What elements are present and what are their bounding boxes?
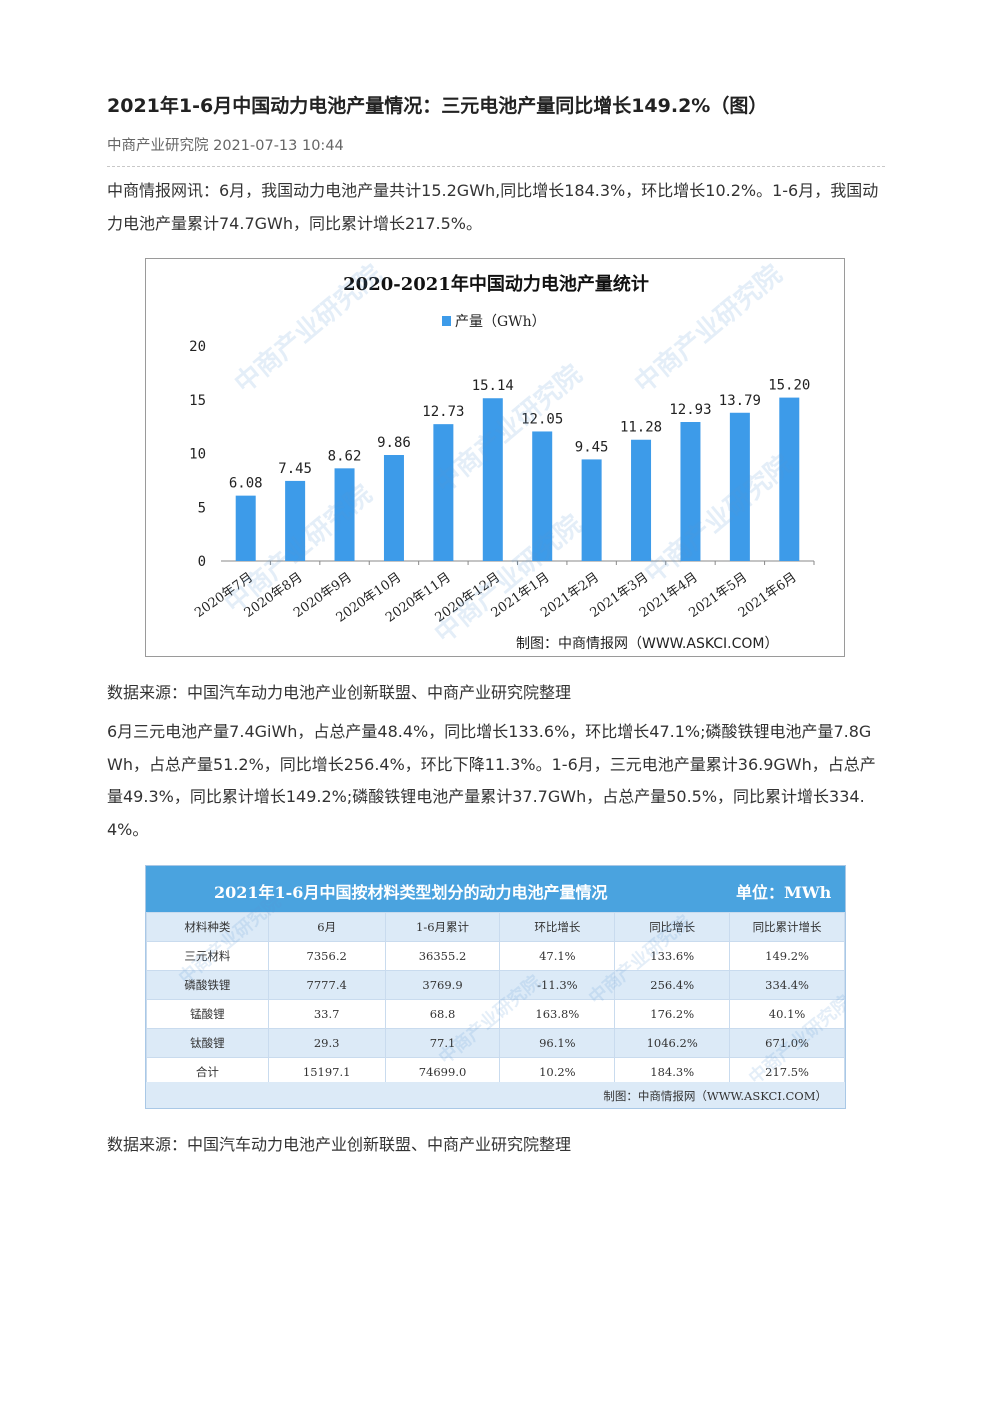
chart-source-note: 数据来源：中国汽车动力电池产业创新联盟、中商产业研究院整理: [107, 683, 572, 702]
chart-title: 2020-2021年中国动力电池产量统计: [343, 273, 649, 295]
chart-bar: [779, 397, 800, 561]
bar-chart: 2020-2021年中国动力电池产量统计 产量（GWh） 0 5 10 15 20 6.0…: [145, 258, 845, 657]
detail-paragraph: 6月三元电池产量7.4GiWh，占总产量48.4%，同比增长133.6%，环比增…: [107, 722, 876, 839]
legend-label: 产量（GWh）: [455, 314, 546, 330]
column-header: 6月: [267, 912, 386, 942]
y-tick-label: 5: [198, 500, 206, 516]
divider: [107, 166, 885, 167]
column-header: 同比累计增长: [729, 912, 845, 942]
table-cell: 47.1%: [499, 941, 616, 971]
column-header: 同比增长: [614, 912, 731, 942]
table-cell: 钛酸锂: [146, 1028, 269, 1058]
legend-swatch: [442, 316, 451, 326]
chart-bar: [631, 439, 652, 561]
data-label: 13.79: [719, 393, 761, 409]
article-meta: 中商产业研究院 2021-07-13 10:44: [107, 138, 344, 154]
table-row: 钛酸锂 29.3 77.1 96.1% 1046.2% 671.0%: [146, 1028, 845, 1058]
table-footer: 制图：中商情报网（WWW.ASKCI.COM）: [146, 1082, 845, 1108]
intro-paragraph: 中商情报网讯：6月，我国动力电池产量共计15.2GWh,同比增长184.3%，环…: [107, 181, 879, 233]
y-tick-label: 15: [189, 393, 206, 409]
bar-chart-svg: 2020-2021年中国动力电池产量统计 产量（GWh） 0 5 10 15 20 6.0…: [189, 273, 815, 652]
column-header: 1-6月累计: [384, 912, 501, 942]
chart-bar: [235, 495, 256, 561]
table-cell: 256.4%: [614, 970, 731, 1000]
data-label: 15.14: [472, 378, 514, 394]
data-label: 12.93: [669, 402, 711, 418]
table-cell: 29.3: [267, 1028, 386, 1058]
data-label: 6.08: [229, 476, 263, 492]
data-label: 9.86: [377, 435, 411, 451]
chart-bar: [729, 412, 750, 561]
table-cell: 96.1%: [499, 1028, 616, 1058]
data-label: 12.05: [521, 411, 563, 427]
table-cell: 77.1: [384, 1028, 501, 1058]
chart-bar: [334, 468, 355, 561]
table-cell: 三元材料: [146, 941, 269, 971]
table-cell: 锰酸锂: [146, 999, 269, 1029]
y-tick-label: 20: [189, 339, 206, 355]
table-cell: 7356.2: [267, 941, 386, 971]
table-cell: 36355.2: [384, 941, 501, 971]
y-tick-label: 10: [189, 447, 206, 463]
table-cell: 1046.2%: [614, 1028, 731, 1058]
column-header: 环比增长: [499, 912, 616, 942]
table-cell: 133.6%: [614, 941, 731, 971]
table-title: 2021年1-6月中国按材料类型划分的动力电池产量情况: [214, 883, 608, 902]
table-cell: 7777.4: [267, 970, 386, 1000]
chart-bar: [680, 422, 701, 561]
table-row: 锰酸锂 33.7 68.8 163.8% 176.2% 40.1%: [146, 999, 845, 1029]
table-cell: 149.2%: [729, 941, 845, 971]
y-tick-label: 0: [198, 554, 206, 570]
table-header-row: 材料种类 6月 1-6月累计 环比增长 同比增长 同比累计增长: [146, 912, 845, 942]
data-label: 7.45: [278, 461, 312, 477]
table-cell: 33.7: [267, 999, 386, 1029]
table-cell: 671.0%: [729, 1028, 845, 1058]
chart-credit: 制图：中商情报网（WWW.ASKCI.COM）: [516, 636, 778, 652]
table-cell: 163.8%: [499, 999, 616, 1029]
table-cell: 40.1%: [729, 999, 845, 1029]
chart-bar: [285, 480, 306, 561]
chart-bar: [482, 398, 503, 561]
chart-bar: [581, 459, 602, 561]
chart-bar: [532, 431, 553, 561]
table-credit: 制图：中商情报网（WWW.ASKCI.COM）: [603, 1089, 827, 1103]
table-source-note: 数据来源：中国汽车动力电池产业创新联盟、中商产业研究院整理: [107, 1135, 572, 1154]
table-cell: -11.3%: [499, 970, 616, 1000]
data-label: 9.45: [575, 439, 609, 455]
table-row: 三元材料 7356.2 36355.2 47.1% 133.6% 149.2%: [146, 941, 845, 971]
data-label: 8.62: [328, 448, 362, 464]
data-table: 材料种类 6月 1-6月累计 环比增长 同比增长 同比累计增长 三元材料 735…: [146, 912, 845, 1087]
data-label: 15.20: [768, 378, 810, 394]
chart-bar: [433, 424, 454, 561]
table-cell: 磷酸铁锂: [146, 970, 269, 1000]
material-table: 2021年1-6月中国按材料类型划分的动力电池产量情况 单位：MWh 材料种类 …: [145, 865, 846, 1109]
chart-bar: [383, 455, 404, 561]
page-title: 2021年1-6月中国动力电池产量情况：三元电池产量同比增长149.2%（图）: [107, 95, 768, 117]
table-cell: 68.8: [384, 999, 501, 1029]
column-header: 材料种类: [146, 912, 269, 942]
table-unit: 单位：MWh: [736, 883, 832, 902]
table-cell: 3769.9: [384, 970, 501, 1000]
data-label: 12.73: [422, 404, 464, 420]
table-cell: 334.4%: [729, 970, 845, 1000]
data-label: 11.28: [620, 420, 662, 436]
table-header-bar: 2021年1-6月中国按材料类型划分的动力电池产量情况 单位：MWh: [146, 866, 845, 912]
table-cell: 176.2%: [614, 999, 731, 1029]
table-row: 磷酸铁锂 7777.4 3769.9 -11.3% 256.4% 334.4%: [146, 970, 845, 1000]
